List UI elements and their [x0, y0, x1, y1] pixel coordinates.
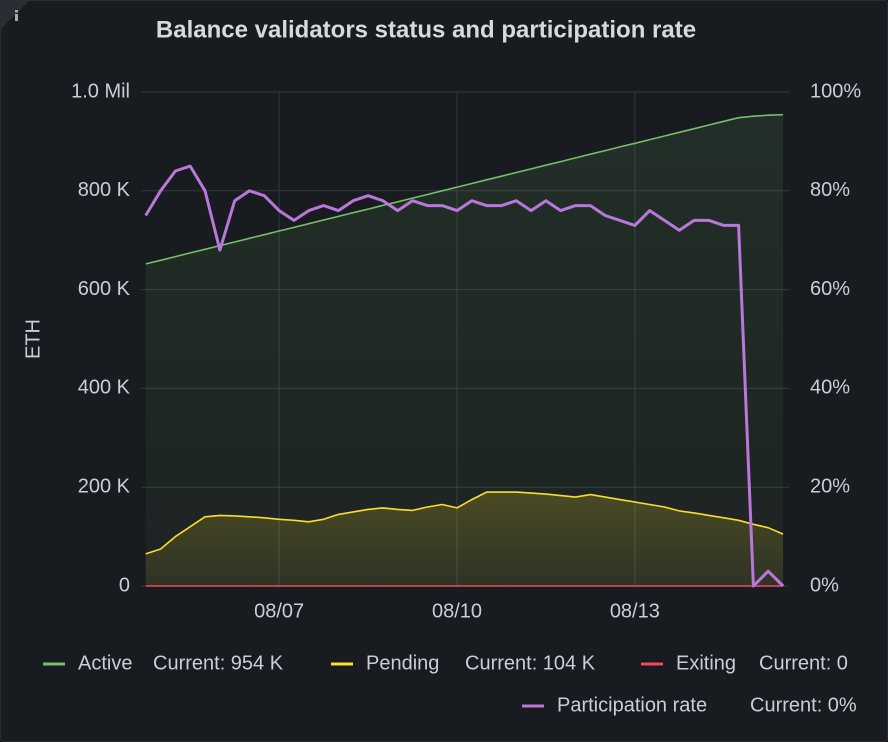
legend-current: Current: 104 K — [465, 652, 596, 674]
legend-label: Pending — [366, 652, 439, 674]
area — [145, 492, 784, 586]
y-tick-label: 0 — [119, 574, 130, 596]
series-line — [145, 491, 784, 555]
legend-label: Exiting — [676, 652, 736, 674]
y2-tick-label: 0% — [810, 574, 839, 596]
y-tick-label: 1.0 Mil — [71, 80, 130, 102]
x-tick-label: 08/10 — [432, 600, 482, 622]
chart-title: Balance validators status and participat… — [156, 16, 696, 43]
y2-tick-label: 60% — [810, 278, 850, 300]
y-tick-label: 200 K — [78, 475, 131, 497]
x-tick-label: 08/07 — [254, 600, 304, 622]
series-line — [144, 164, 785, 588]
legend-label: Active — [78, 652, 132, 674]
x-tick-label: 08/13 — [610, 600, 660, 622]
y-tick-label: 600 K — [78, 278, 131, 300]
y2-tick-label: 100% — [810, 80, 861, 102]
y-tick-label: 400 K — [78, 377, 131, 399]
y2-tick-label: 80% — [810, 179, 850, 201]
legend-current: Current: 0% — [750, 694, 857, 716]
info-icon-bar — [15, 14, 18, 21]
y2-tick-label: 40% — [810, 377, 850, 399]
info-icon-dot — [15, 10, 18, 13]
y2-tick-label: 20% — [810, 475, 850, 497]
y-tick-label: 800 K — [78, 179, 131, 201]
y-axis-label: ETH — [22, 319, 44, 359]
legend-current: Current: 954 K — [153, 652, 284, 674]
legend-current: Current: 0 — [759, 652, 848, 674]
series-line — [145, 113, 784, 265]
legend-label: Participation rate — [557, 694, 707, 716]
area — [145, 114, 784, 586]
